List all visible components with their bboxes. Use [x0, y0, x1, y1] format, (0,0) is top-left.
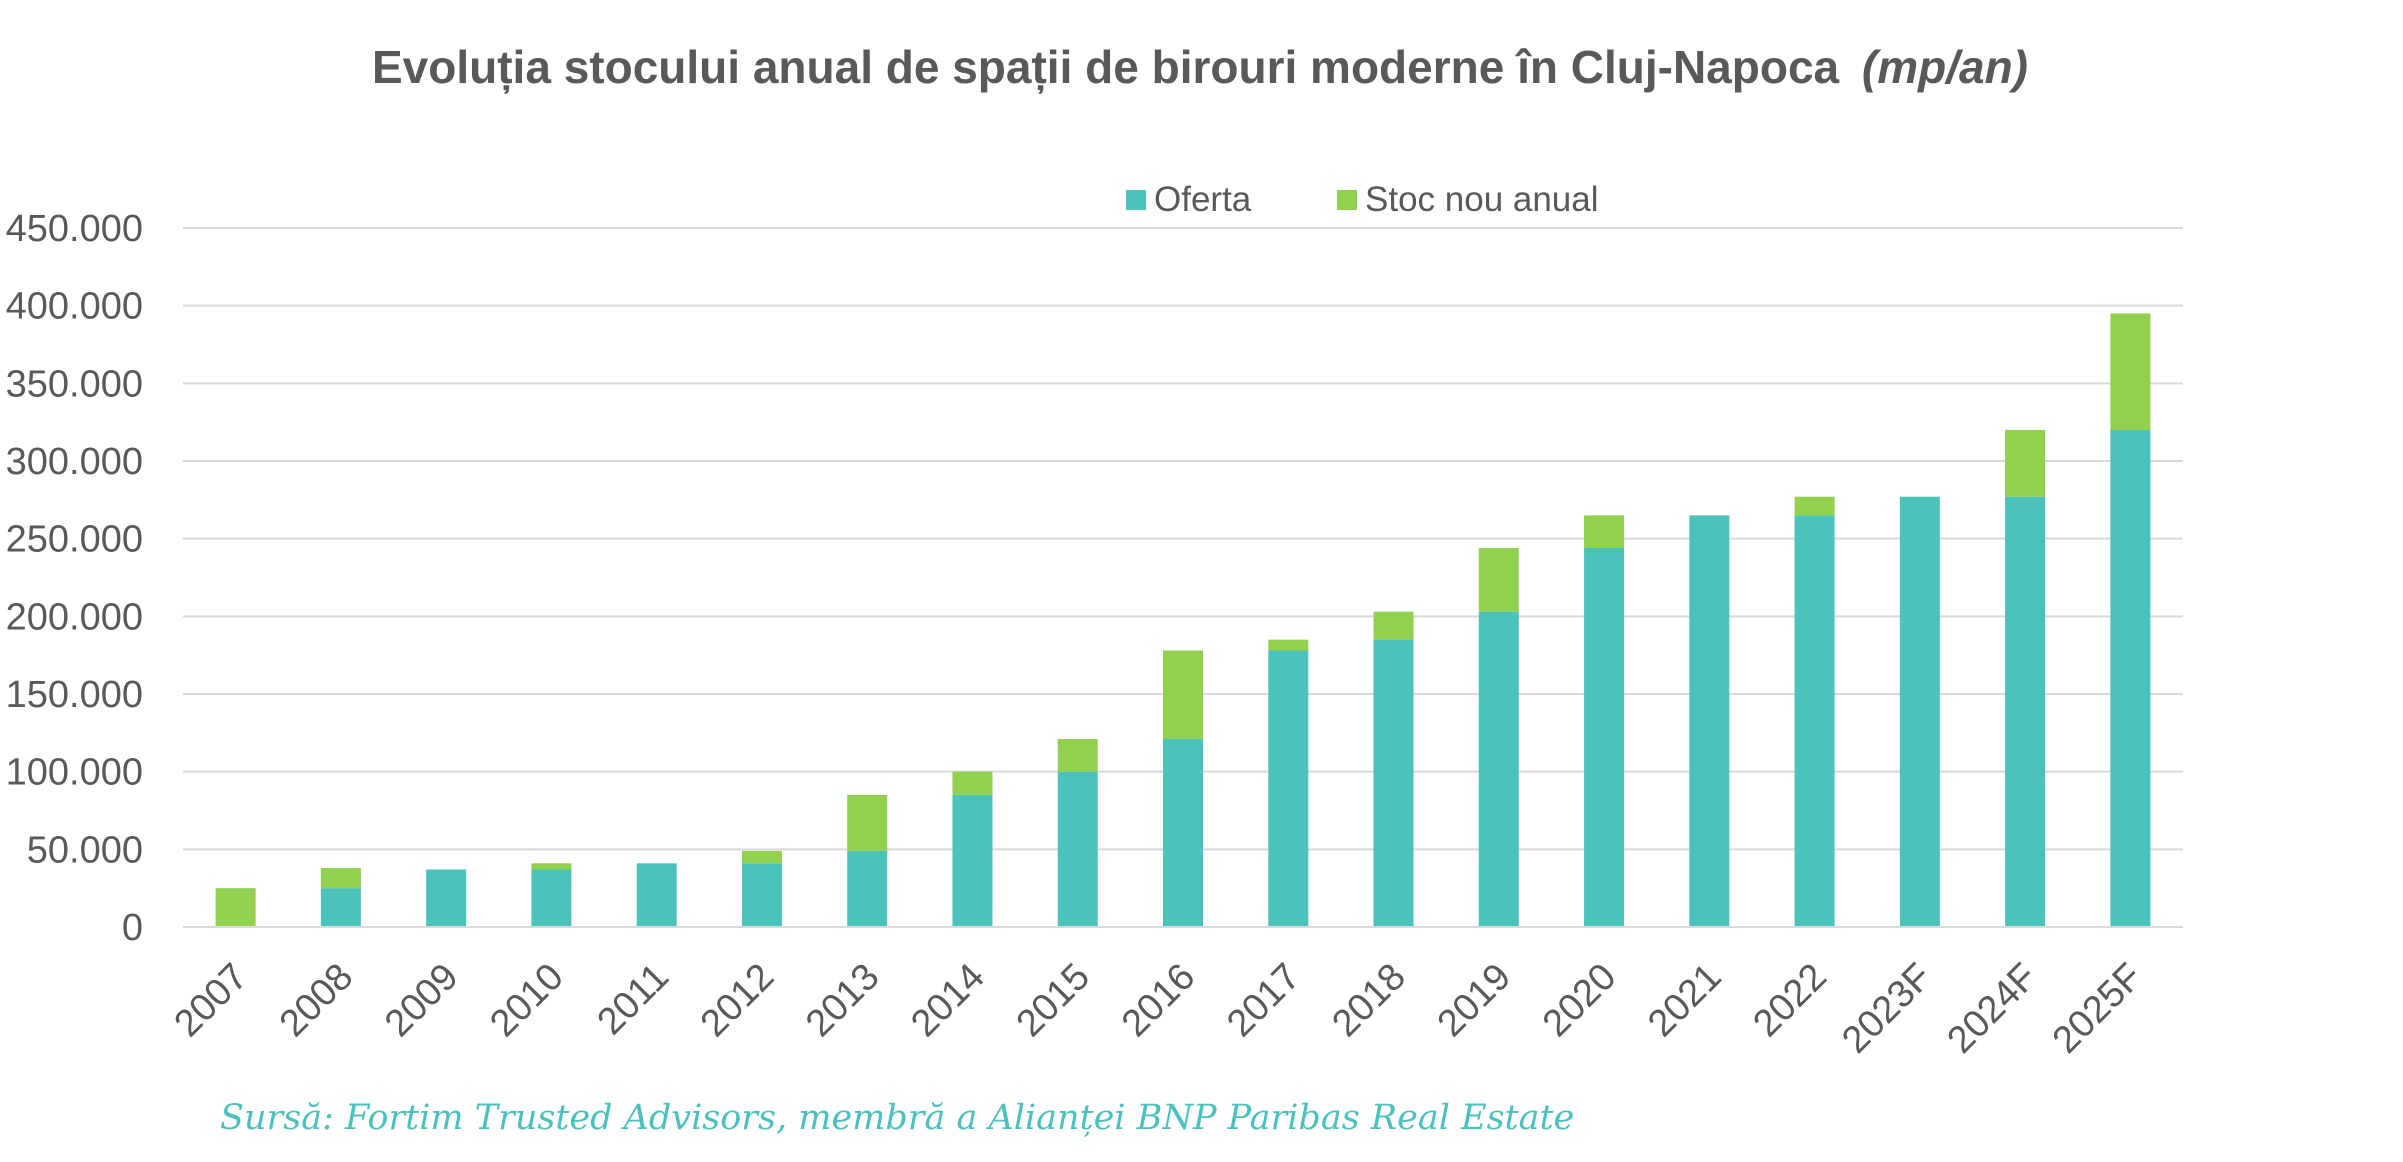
bar-stoc-nou-anual-2019	[1478, 547, 1519, 612]
y-tick-label-100-000: 100.000	[6, 752, 143, 794]
bar-oferta-2016	[1163, 739, 1203, 927]
bar-stoc-nou-anual-2017	[1268, 639, 1309, 651]
bar-stoc-nou-anual-2008	[320, 867, 361, 889]
x-tick-label-2011: 2011	[590, 956, 677, 1043]
bar-oferta-2011	[636, 863, 677, 927]
bar-stoc-nou-anual-2007	[215, 888, 256, 927]
chart-title-unit: (mp/an)	[1862, 41, 2028, 93]
legend-label-oferta: Oferta	[1154, 180, 1252, 219]
x-tick-label-2010: 2010	[482, 956, 571, 1045]
bar-stoc-nou-anual-2020	[1584, 515, 1625, 548]
y-tick-label-50-000: 50.000	[27, 829, 143, 871]
bar-oferta-2025f	[2110, 429, 2151, 927]
bar-oferta-2018	[1373, 639, 1414, 927]
bar-oferta-2009	[426, 869, 467, 927]
bar-oferta-2020	[1584, 547, 1625, 927]
x-tick-label-2022: 2022	[1745, 956, 1834, 1045]
legend-swatch-oferta	[1126, 190, 1146, 210]
bar-oferta-2024f	[2005, 496, 2046, 927]
bar-oferta-2023f	[1899, 496, 1940, 927]
x-tick-label-2016: 2016	[1114, 956, 1203, 1045]
y-tick-label-350-000: 350.000	[6, 363, 143, 405]
legend-label-stoc-nou-anual: Stoc nou anual	[1365, 180, 1599, 219]
x-axis-ticks: 2007 2008 2009 2010 2011 2012 2013 2014 2015 2016…	[167, 956, 2151, 1062]
gridlines	[183, 227, 2183, 851]
bar-stoc-nou-anual-2014	[952, 771, 993, 795]
bar-oferta-2010	[531, 869, 572, 927]
chart-title: Evoluția stocului anual de spații de bir…	[372, 41, 2028, 94]
bar-oferta-2019	[1478, 611, 1519, 927]
chart-title-main: Evoluția stocului anual de spații de bir…	[372, 41, 1840, 94]
x-tick-label-2008: 2008	[272, 956, 361, 1045]
x-tick-label-2020: 2020	[1535, 956, 1624, 1045]
legend-swatch-stoc-nou-anual	[1337, 190, 1357, 210]
bar-stoc-nou-anual-2018	[1373, 611, 1414, 640]
legend: Oferta Stoc nou anual	[1126, 180, 1599, 219]
x-tick-label-2009: 2009	[377, 956, 466, 1045]
bar-oferta-2017	[1268, 650, 1309, 927]
bar-oferta-2021	[1689, 515, 1730, 927]
bar-stoc-nou-anual-2015	[1057, 739, 1098, 772]
bar-stoc-nou-anual-2012	[741, 850, 782, 864]
source-note: Sursă: Fortim Trusted Advisors, membră a…	[220, 1098, 1574, 1138]
bar-oferta-2014	[952, 794, 993, 927]
bar-stoc-nou-anual-2022	[1794, 496, 1835, 516]
bar-stoc-nou-anual-2013	[847, 794, 888, 851]
x-tick-label-2021: 2021	[1640, 956, 1729, 1045]
bar-oferta-2012	[741, 863, 782, 927]
x-tick-label-2007: 2007	[167, 956, 256, 1045]
y-axis-ticks: 0 50.000 100.000 150.000 200.000 250.000 300.0…	[6, 208, 143, 949]
y-tick-label-0: 0	[122, 907, 143, 949]
x-tick-label-2018: 2018	[1324, 956, 1413, 1045]
x-tick-label-2015: 2015	[1009, 956, 1098, 1045]
bar-stoc-nou-anual-2010	[531, 863, 572, 870]
y-tick-label-400-000: 400.000	[6, 286, 143, 328]
y-tick-label-250-000: 250.000	[6, 519, 143, 561]
x-tick-label-2017: 2017	[1219, 956, 1308, 1045]
x-tick-label-2025f: 2025F	[2045, 956, 2151, 1062]
bar-oferta-2015	[1057, 771, 1098, 927]
bar-stoc-nou-anual-2025f	[2110, 313, 2151, 430]
x-tick-label-2012: 2012	[693, 956, 782, 1045]
y-tick-label-200-000: 200.000	[6, 596, 143, 638]
x-tick-label-2024f: 2024F	[1940, 956, 2046, 1062]
y-tick-label-150-000: 150.000	[6, 674, 143, 716]
y-tick-label-450-000: 450.000	[6, 208, 143, 250]
bar-stoc-nou-anual-2016	[1163, 650, 1203, 740]
bar-stoc-nou-anual-2024f	[2005, 429, 2046, 497]
x-tick-label-2014: 2014	[903, 956, 992, 1045]
bar-oferta-2013	[847, 850, 888, 927]
y-tick-label-300-000: 300.000	[6, 441, 143, 483]
bar-oferta-2022	[1794, 515, 1835, 927]
x-tick-label-2023f: 2023F	[1834, 956, 1940, 1062]
bars	[215, 313, 2151, 927]
x-tick-label-2013: 2013	[798, 956, 887, 1045]
bar-oferta-2008	[320, 888, 361, 927]
x-tick-label-2019: 2019	[1430, 956, 1519, 1045]
